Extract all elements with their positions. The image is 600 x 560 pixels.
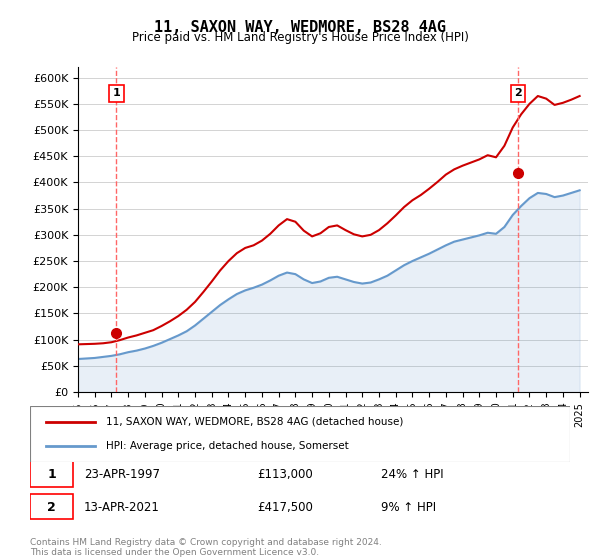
FancyBboxPatch shape bbox=[30, 493, 73, 519]
Text: 11, SAXON WAY, WEDMORE, BS28 4AG (detached house): 11, SAXON WAY, WEDMORE, BS28 4AG (detach… bbox=[106, 417, 403, 427]
Text: 23-APR-1997: 23-APR-1997 bbox=[84, 468, 160, 482]
Text: Contains HM Land Registry data © Crown copyright and database right 2024.
This d: Contains HM Land Registry data © Crown c… bbox=[30, 538, 382, 557]
Text: 2: 2 bbox=[514, 88, 521, 98]
Text: HPI: Average price, detached house, Somerset: HPI: Average price, detached house, Some… bbox=[106, 441, 349, 451]
Text: £113,000: £113,000 bbox=[257, 468, 313, 482]
Text: 13-APR-2021: 13-APR-2021 bbox=[84, 501, 160, 514]
Text: 24% ↑ HPI: 24% ↑ HPI bbox=[381, 468, 443, 482]
Text: 1: 1 bbox=[113, 88, 121, 98]
Text: Price paid vs. HM Land Registry's House Price Index (HPI): Price paid vs. HM Land Registry's House … bbox=[131, 31, 469, 44]
Text: 9% ↑ HPI: 9% ↑ HPI bbox=[381, 501, 436, 514]
Text: 1: 1 bbox=[47, 468, 56, 482]
Text: 11, SAXON WAY, WEDMORE, BS28 4AG: 11, SAXON WAY, WEDMORE, BS28 4AG bbox=[154, 20, 446, 35]
Text: £417,500: £417,500 bbox=[257, 501, 313, 514]
Text: 2: 2 bbox=[47, 501, 56, 514]
FancyBboxPatch shape bbox=[30, 461, 73, 487]
FancyBboxPatch shape bbox=[30, 406, 570, 462]
